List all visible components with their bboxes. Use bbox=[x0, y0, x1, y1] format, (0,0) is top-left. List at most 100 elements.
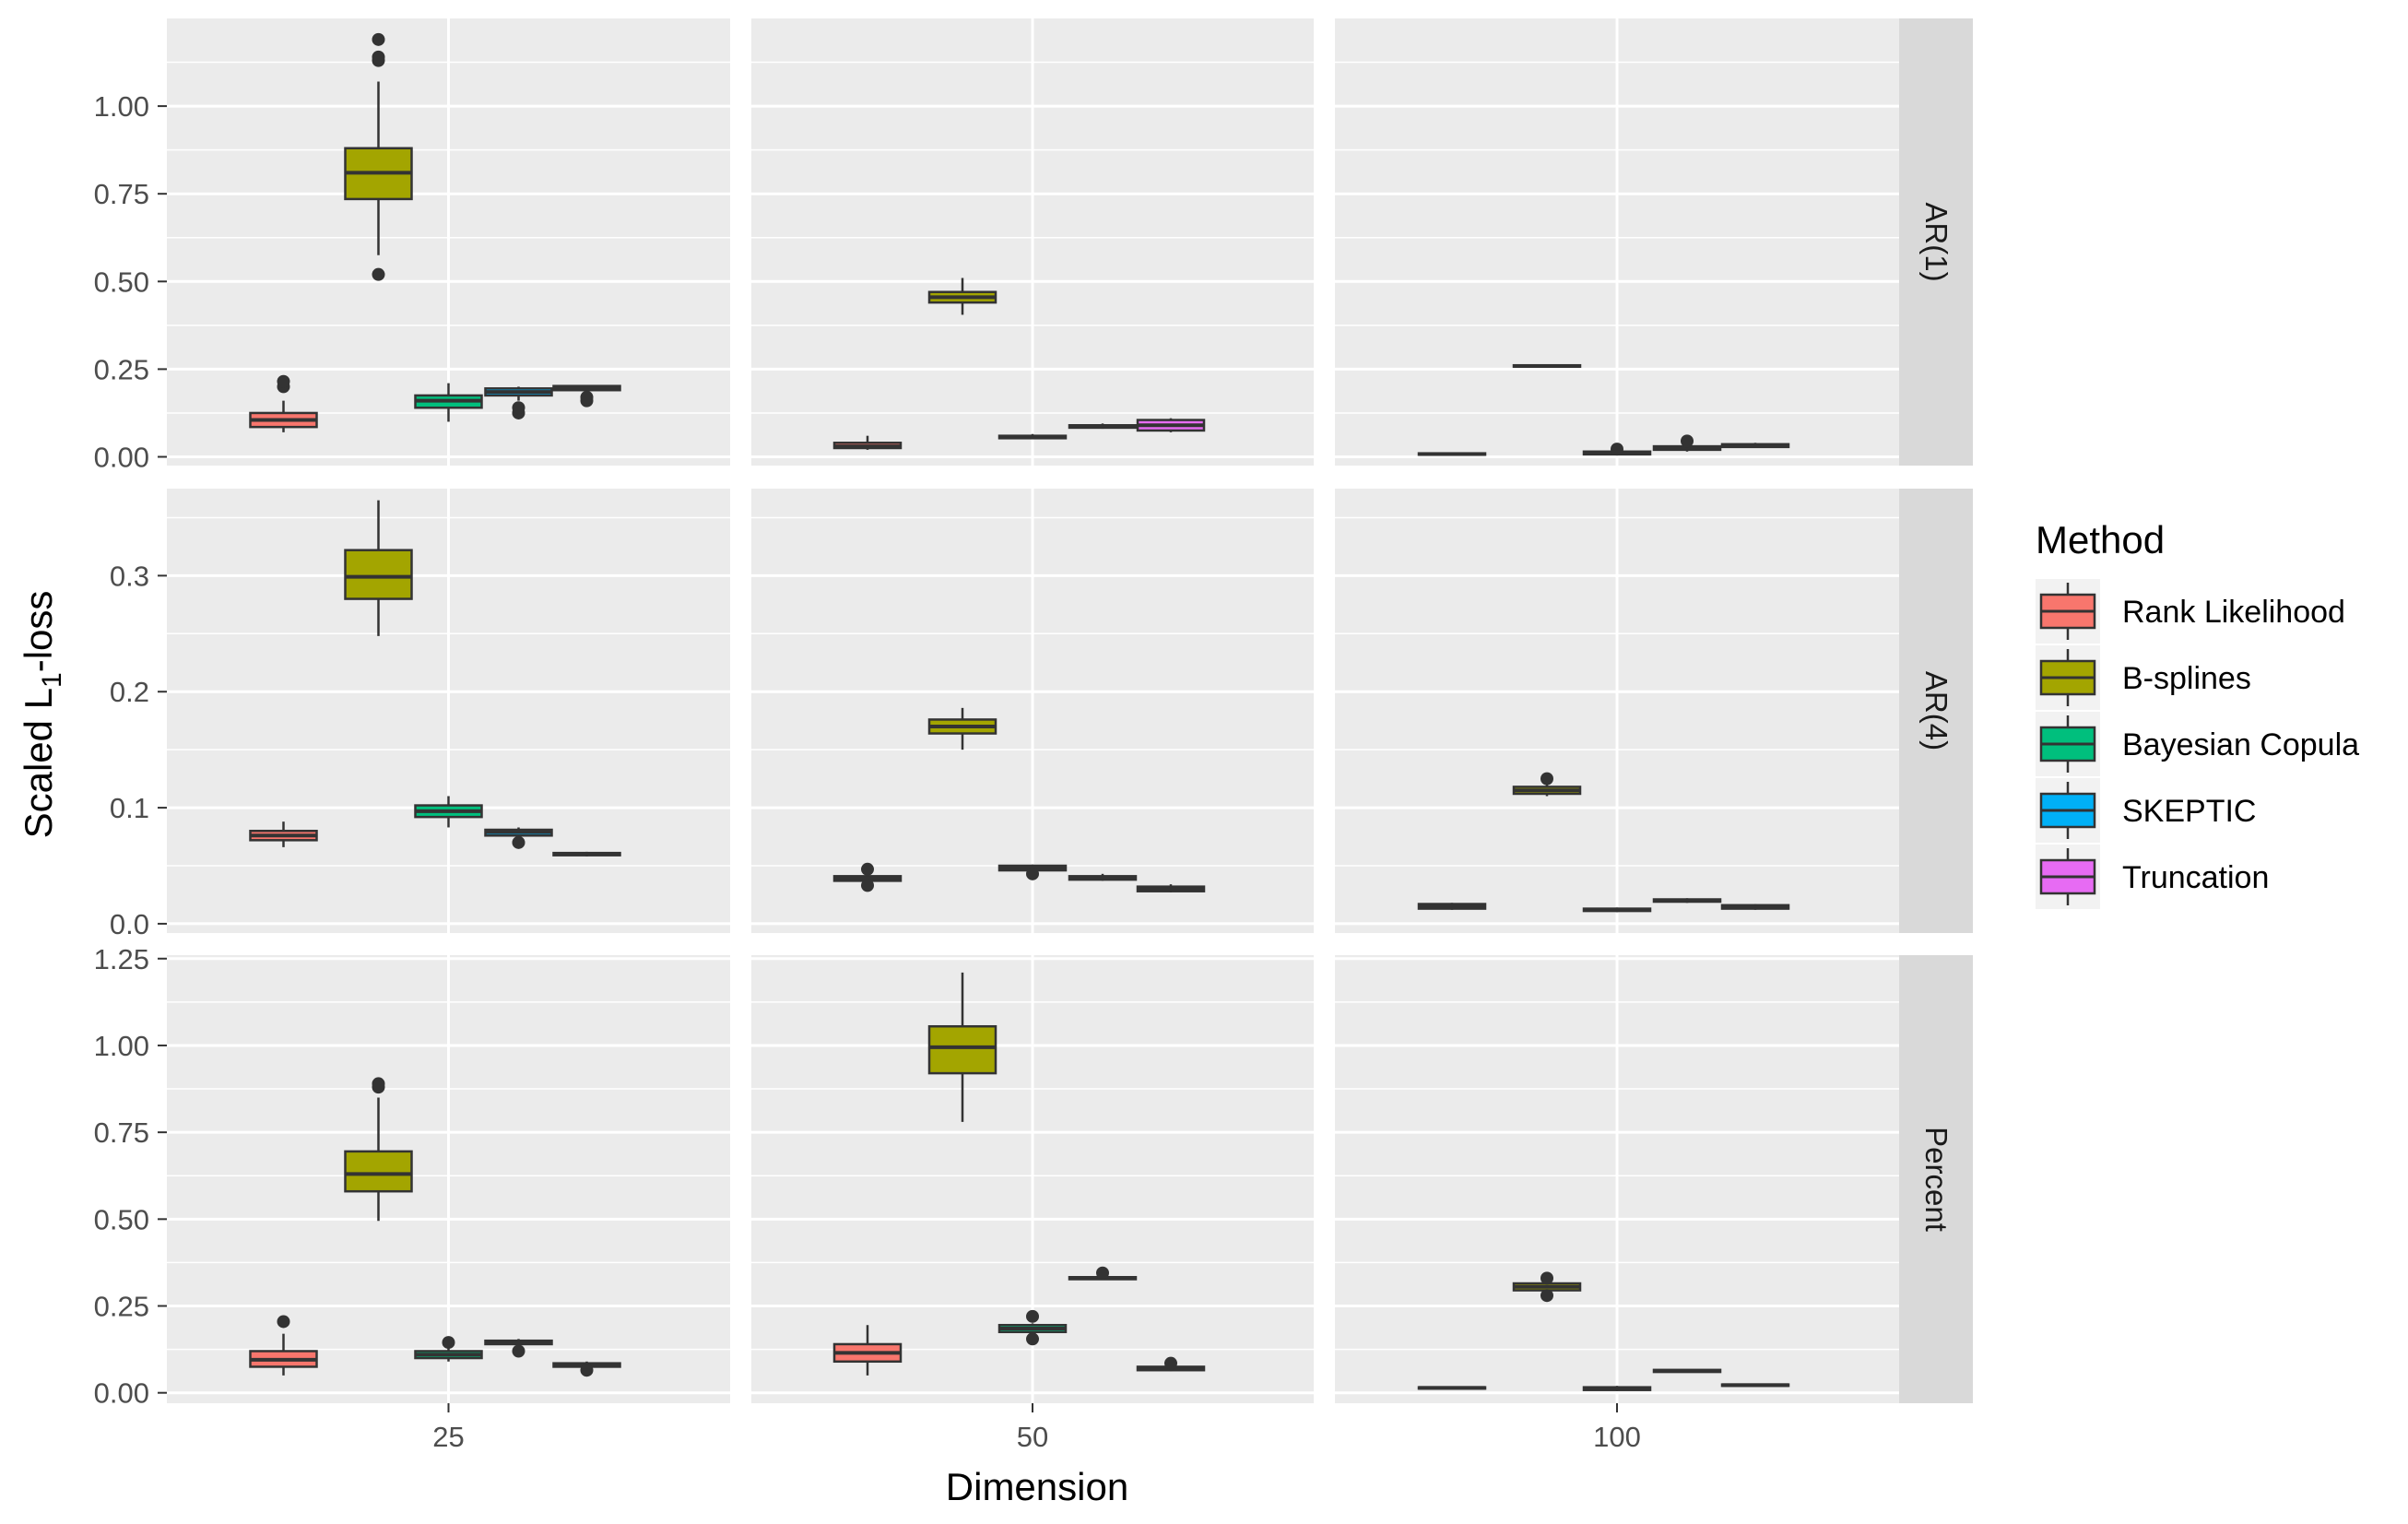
y-tick-label: 1.00 bbox=[94, 90, 149, 123]
legend-label: SKEPTIC bbox=[2122, 794, 2256, 829]
box-outlier bbox=[372, 32, 385, 46]
box-outlier bbox=[1540, 1271, 1553, 1285]
box-outlier bbox=[580, 1364, 594, 1377]
box-outlier bbox=[1540, 772, 1553, 786]
y-axis-title: Scaled L1-loss bbox=[17, 591, 67, 839]
box-iqr bbox=[344, 549, 413, 600]
legend-title: Method bbox=[2036, 518, 2165, 561]
facet-strip-label: AR(4) bbox=[1919, 671, 1954, 750]
y-axis-title-subscript: 1 bbox=[37, 672, 67, 688]
box-truncation bbox=[552, 384, 621, 408]
box-outlier bbox=[277, 1315, 290, 1329]
y-tick-label: 0.75 bbox=[94, 178, 149, 210]
legend-item: Bayesian Copula bbox=[2036, 712, 2359, 776]
box-outlier bbox=[580, 390, 594, 404]
box-rank-likelihood bbox=[1417, 903, 1487, 910]
box-truncation bbox=[552, 1361, 621, 1377]
facet-strip bbox=[1899, 18, 1973, 466]
box-b-splines bbox=[344, 32, 413, 281]
box-outlier bbox=[1681, 434, 1694, 448]
facet-strip-label: Percent bbox=[1919, 1127, 1954, 1232]
box-bayesian-copula bbox=[997, 433, 1068, 440]
facet-panel bbox=[1335, 489, 1899, 933]
facet-panels bbox=[167, 18, 1899, 1403]
box-bayesian-copula bbox=[414, 1336, 483, 1362]
box-outlier bbox=[512, 835, 525, 849]
y-tick-label: 0.50 bbox=[94, 266, 149, 298]
x-axis: 25 50 100 bbox=[432, 1403, 1641, 1453]
box-outlier bbox=[1026, 1332, 1039, 1346]
legend-item: SKEPTIC bbox=[2036, 778, 2256, 843]
box-outlier bbox=[1026, 1309, 1039, 1323]
box-skeptic bbox=[484, 386, 553, 419]
box-outlier bbox=[1611, 443, 1623, 456]
box-skeptic bbox=[1652, 434, 1722, 452]
box-skeptic bbox=[1068, 423, 1138, 430]
box-outlier bbox=[1026, 867, 1039, 880]
x-tick-label: 100 bbox=[1593, 1421, 1641, 1453]
box-outlier bbox=[277, 374, 290, 388]
y-tick-label: 0.75 bbox=[94, 1116, 149, 1149]
box-outlier bbox=[372, 1077, 385, 1091]
box-b-splines bbox=[344, 500, 413, 636]
box-b-splines bbox=[344, 1077, 413, 1222]
y-tick-label: 0.00 bbox=[94, 1377, 149, 1410]
facet-panel bbox=[751, 955, 1314, 1403]
legend-item: Rank Likelihood bbox=[2036, 579, 2345, 644]
facet-strip-label: AR(1) bbox=[1919, 202, 1954, 281]
box-rank-likelihood bbox=[249, 1315, 318, 1376]
box-rank-likelihood bbox=[1417, 452, 1487, 456]
box-iqr bbox=[927, 1024, 997, 1075]
box-skeptic bbox=[484, 827, 553, 849]
box-b-splines bbox=[927, 972, 997, 1122]
box-truncation bbox=[1720, 1383, 1790, 1388]
facet-strip bbox=[1899, 955, 1973, 1403]
box-outlier bbox=[372, 50, 385, 64]
box-bayesian-copula bbox=[997, 864, 1068, 880]
box-rank-likelihood bbox=[249, 374, 318, 432]
box-skeptic bbox=[1652, 898, 1722, 904]
facet-panel bbox=[167, 18, 730, 466]
legend-items: Rank Likelihood B-splines Bayesian Copula S… bbox=[2036, 579, 2359, 909]
box-bayesian-copula bbox=[1582, 1386, 1652, 1391]
facet-strip bbox=[1899, 489, 1973, 933]
y-tick-label: 0.50 bbox=[94, 1203, 149, 1235]
box-truncation bbox=[552, 851, 621, 857]
box-outlier bbox=[1540, 1289, 1553, 1303]
legend-item: Truncation bbox=[2036, 845, 2269, 909]
box-skeptic bbox=[1652, 1368, 1722, 1374]
box-rank-likelihood bbox=[1417, 1386, 1487, 1390]
y-tick-label: 0.1 bbox=[110, 792, 149, 824]
box-b-splines bbox=[1512, 1271, 1582, 1303]
box-truncation bbox=[1136, 418, 1206, 432]
box-bayesian-copula bbox=[997, 1309, 1068, 1346]
y-tick-label: 0.00 bbox=[94, 441, 149, 473]
box-bayesian-copula bbox=[414, 383, 483, 422]
legend-label: Truncation bbox=[2122, 860, 2269, 895]
legend-label: B-splines bbox=[2122, 661, 2251, 696]
y-tick-label: 0.2 bbox=[110, 676, 149, 708]
box-outlier bbox=[1164, 1356, 1177, 1370]
facet-panel bbox=[167, 489, 730, 933]
x-axis-title: Dimension bbox=[946, 1465, 1128, 1508]
legend-item: B-splines bbox=[2036, 645, 2251, 710]
box-skeptic bbox=[1068, 1266, 1138, 1281]
y-tick-label: 0.0 bbox=[110, 908, 149, 940]
x-tick-label: 50 bbox=[1017, 1421, 1048, 1453]
box-b-splines bbox=[1512, 772, 1582, 797]
legend-label: Rank Likelihood bbox=[2122, 595, 2345, 630]
box-truncation bbox=[1720, 904, 1790, 910]
facet-panel bbox=[1335, 955, 1899, 1403]
box-bayesian-copula bbox=[414, 796, 483, 828]
box-truncation bbox=[1136, 1356, 1206, 1372]
box-outlier bbox=[512, 1344, 525, 1358]
box-skeptic bbox=[484, 1339, 553, 1358]
box-outlier bbox=[512, 401, 525, 415]
box-truncation bbox=[1136, 884, 1206, 892]
box-b-splines bbox=[927, 707, 997, 750]
y-tick-label: 0.3 bbox=[110, 560, 149, 592]
y-tick-label: 0.25 bbox=[94, 353, 149, 385]
box-skeptic bbox=[1068, 873, 1138, 881]
box-rank-likelihood bbox=[249, 821, 318, 847]
